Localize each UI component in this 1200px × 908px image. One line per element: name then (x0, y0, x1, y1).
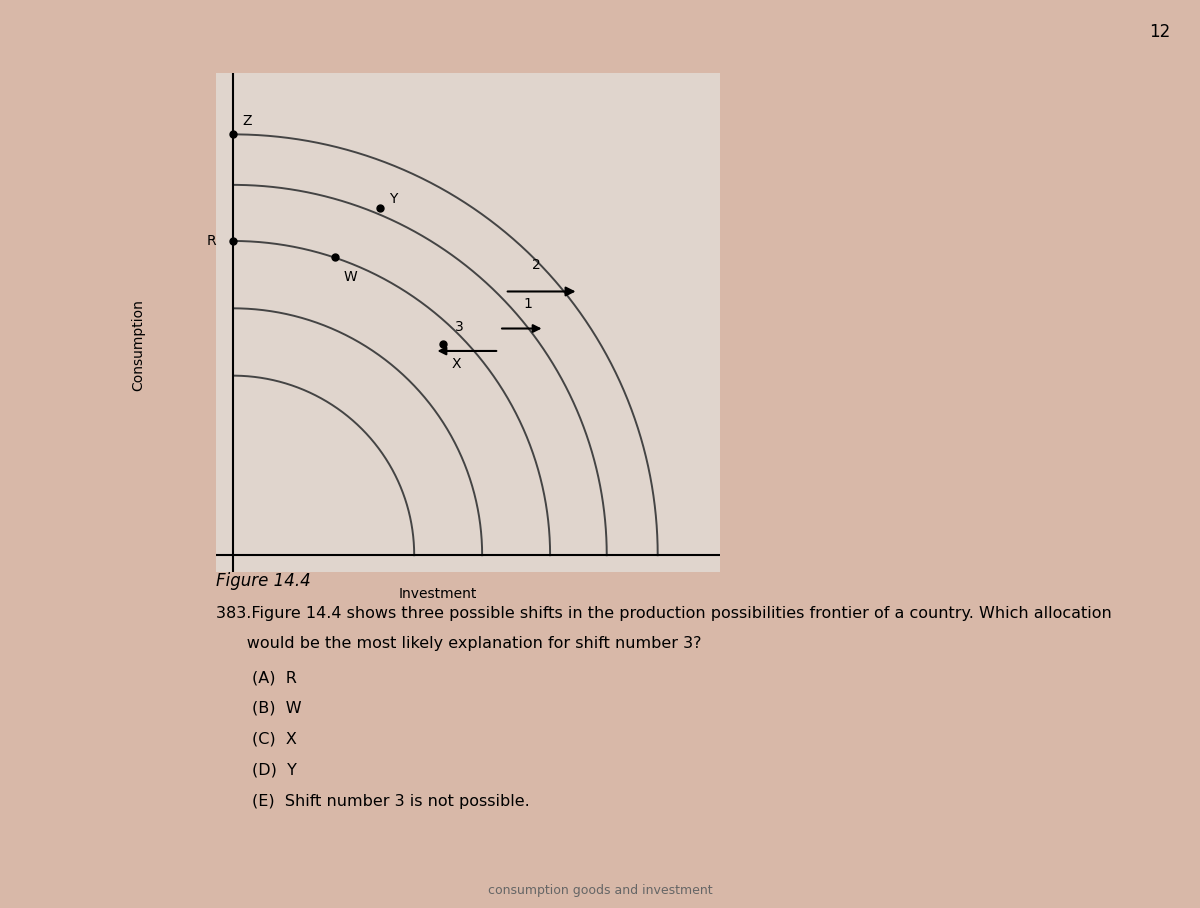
Text: (C)  X: (C) X (252, 732, 296, 747)
Text: W: W (344, 270, 358, 284)
Text: (A)  R: (A) R (252, 670, 296, 686)
Text: 3: 3 (455, 321, 464, 334)
Text: Investment: Investment (398, 587, 476, 600)
Text: would be the most likely explanation for shift number 3?: would be the most likely explanation for… (216, 636, 702, 651)
Text: (E)  Shift number 3 is not possible.: (E) Shift number 3 is not possible. (252, 794, 529, 809)
Text: (B)  W: (B) W (252, 701, 301, 716)
Text: consumption goods and investment: consumption goods and investment (487, 884, 713, 897)
Text: Figure 14.4: Figure 14.4 (216, 572, 311, 589)
Text: Z: Z (242, 114, 252, 128)
Text: R: R (206, 234, 216, 248)
Text: (D)  Y: (D) Y (252, 763, 296, 778)
Text: 2: 2 (532, 259, 541, 272)
Text: X: X (451, 358, 461, 371)
Text: 1: 1 (523, 297, 532, 311)
Text: 12: 12 (1148, 23, 1170, 41)
Text: Y: Y (389, 192, 397, 206)
Text: Consumption: Consumption (131, 299, 145, 391)
Text: 383.Figure 14.4 shows three possible shifts in the production possibilities fron: 383.Figure 14.4 shows three possible shi… (216, 606, 1111, 621)
